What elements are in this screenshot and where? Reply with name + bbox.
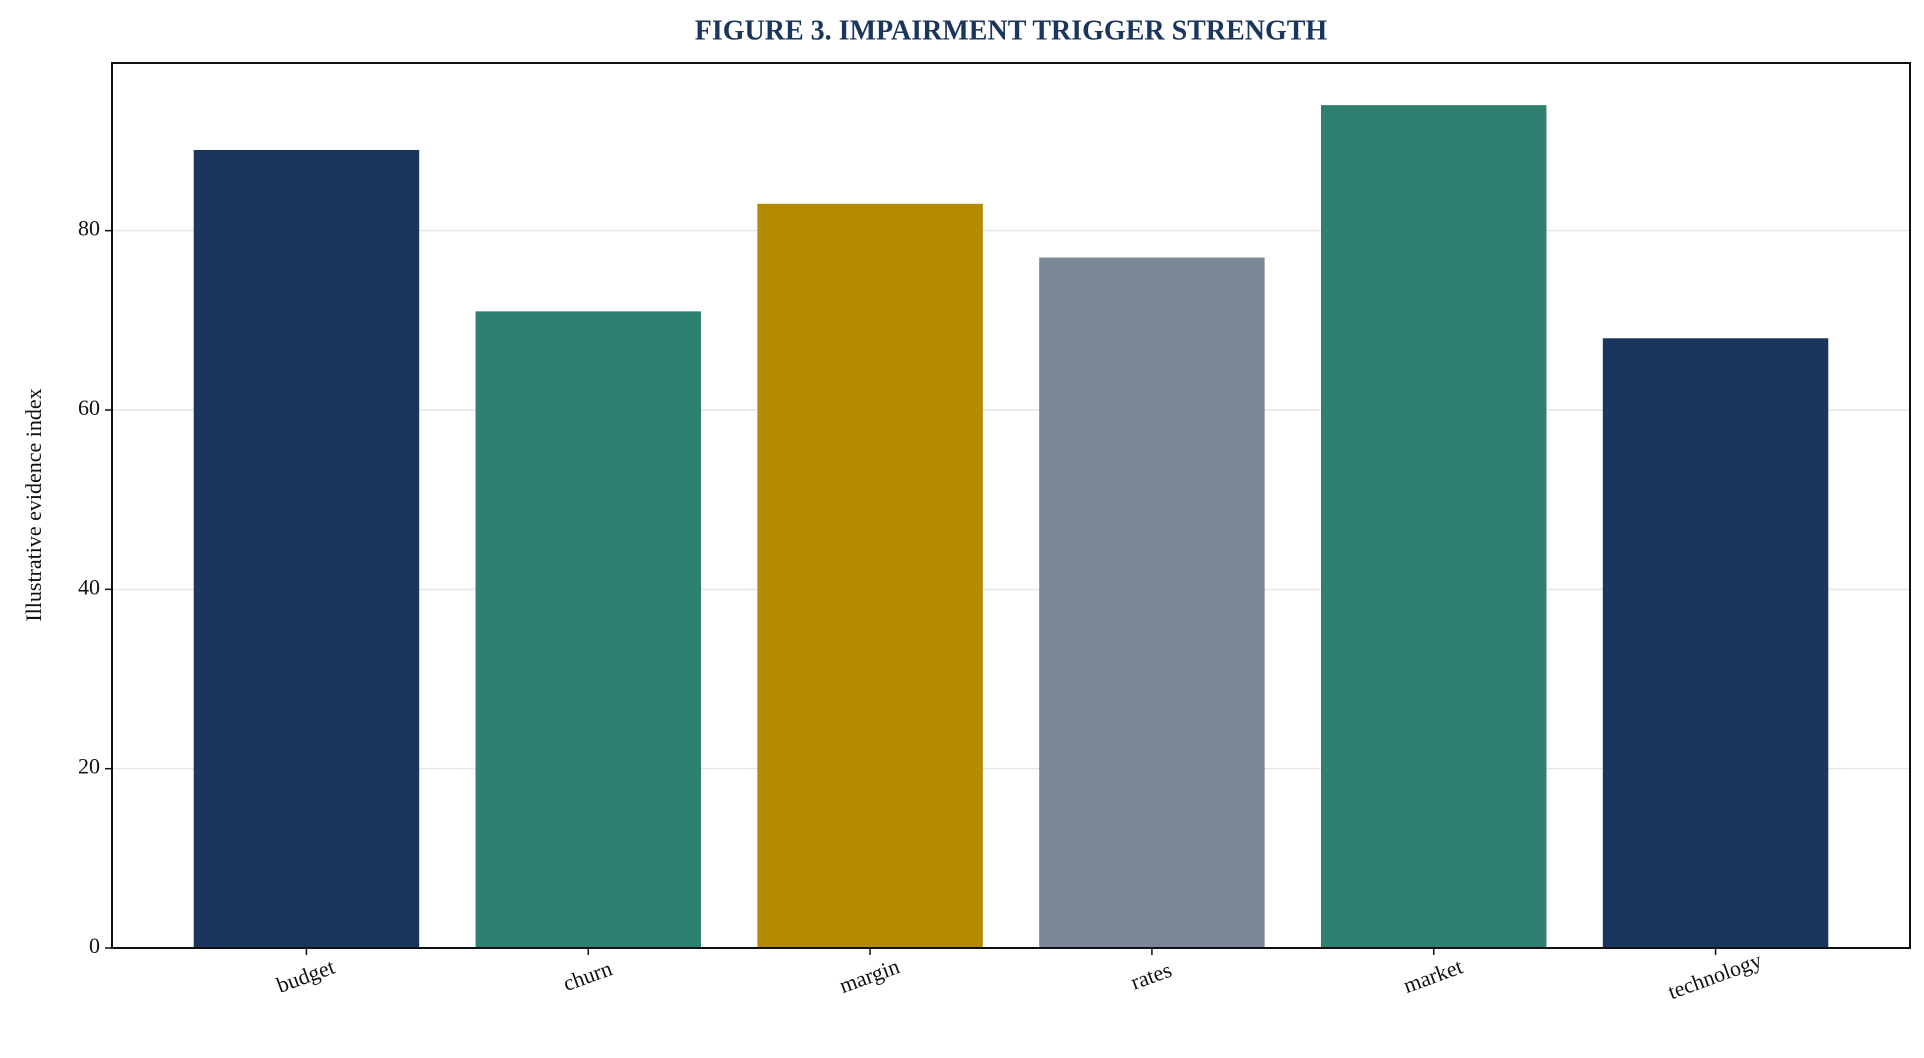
- bar: [1039, 257, 1265, 948]
- x-tick-label: margin: [836, 953, 903, 998]
- bar: [1602, 338, 1829, 948]
- y-tick-label: 80: [78, 216, 100, 241]
- bar: [475, 311, 701, 948]
- chart-title: FIGURE 3. IMPAIRMENT TRIGGER STRENGTH: [695, 15, 1328, 46]
- x-tick-label: churn: [560, 955, 616, 996]
- bar: [193, 149, 420, 948]
- x-tick-label: rates: [1127, 957, 1175, 995]
- plot-frame: [111, 62, 1911, 949]
- y-axis-label: Illustrative evidence index: [21, 388, 46, 621]
- x-tick-label: technology: [1664, 947, 1764, 1004]
- x-tick-label: budget: [273, 954, 338, 998]
- bar: [1321, 105, 1547, 948]
- x-tick-label: market: [1400, 954, 1466, 998]
- bar: [757, 203, 983, 948]
- y-tick-label: 20: [78, 754, 100, 779]
- y-tick-label: 60: [78, 395, 100, 420]
- y-tick-label: 0: [89, 933, 100, 958]
- y-tick-label: 40: [78, 574, 100, 599]
